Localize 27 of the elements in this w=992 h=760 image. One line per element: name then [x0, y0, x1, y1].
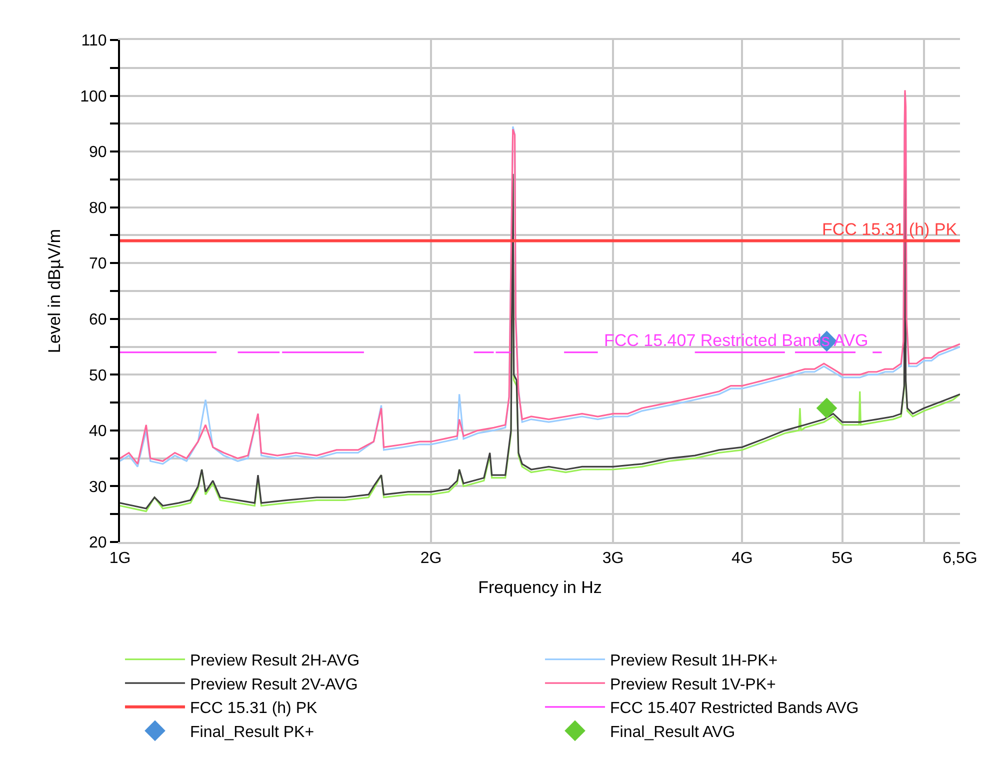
x-axis-title: Frequency in Hz	[478, 578, 602, 598]
x-tick-label: 3G	[602, 550, 624, 568]
y-tick-label: 60	[89, 311, 107, 328]
x-tick-label: 5G	[832, 550, 853, 568]
legend-label: Preview Result 1H-PK+	[610, 652, 778, 670]
legend-label: Preview Result 1V-PK+	[610, 676, 776, 694]
annotation: FCC 15.31 (h) PK	[822, 220, 958, 239]
y-tick-label: 80	[89, 200, 107, 217]
legend-label: FCC 15.407 Restricted Bands AVG	[610, 700, 859, 718]
x-tick-label: 6,5G	[942, 550, 978, 568]
x-tick-label: 1G	[109, 550, 131, 568]
legend-label: FCC 15.31 (h) PK	[190, 700, 318, 718]
y-tick-label: 20	[89, 534, 107, 552]
y-tick-label: 40	[89, 423, 107, 440]
y-tick-label: 110	[81, 32, 107, 50]
y-tick-label: 50	[89, 367, 107, 384]
legend-label: Final_Result PK+	[190, 724, 314, 741]
y-tick-label: 70	[89, 256, 107, 273]
legend-label: Final_Result AVG	[610, 724, 736, 741]
y-axis-title: Level in dBµV/m	[45, 228, 64, 354]
x-tick-label: 4G	[731, 550, 753, 568]
y-tick-label: 90	[89, 144, 107, 162]
x-tick-label: 2G	[420, 550, 442, 568]
legend-label: Preview Result 2V-AVG	[190, 676, 358, 694]
y-tick-label: 100	[80, 88, 107, 106]
y-tick-label: 30	[89, 478, 107, 496]
legend-label: Preview Result 2H-AVG	[190, 652, 360, 670]
